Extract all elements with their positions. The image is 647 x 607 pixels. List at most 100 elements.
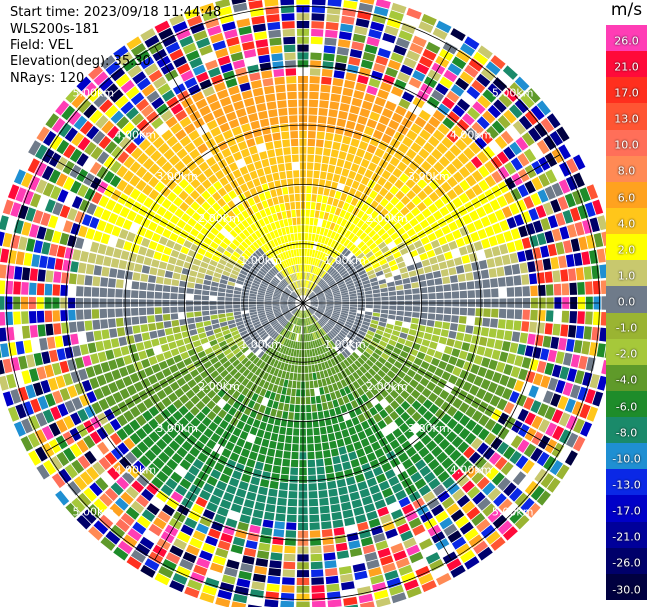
velocity-gate [314, 435, 321, 444]
velocity-gate [296, 349, 300, 357]
velocity-gate [254, 501, 265, 511]
velocity-gate [298, 357, 302, 365]
velocity-gate [395, 105, 407, 117]
velocity-gate [259, 388, 267, 397]
velocity-gate [265, 337, 273, 345]
velocity-gate [465, 272, 474, 281]
velocity-gate [575, 325, 585, 339]
velocity-gate [319, 426, 327, 435]
velocity-gate [410, 323, 418, 330]
velocity-gate [360, 393, 369, 403]
velocity-gate [247, 604, 262, 607]
velocity-gate [329, 408, 336, 417]
velocity-gate [201, 295, 209, 301]
velocity-gate [521, 459, 535, 474]
velocity-gate [428, 458, 440, 471]
velocity-gate [194, 283, 203, 290]
velocity-gate [366, 330, 375, 337]
velocity-gate [589, 373, 600, 389]
velocity-gate [229, 452, 240, 462]
velocity-gate [380, 352, 390, 361]
velocity-gate [577, 282, 585, 295]
velocity-gate [325, 276, 333, 283]
velocity-gate [412, 524, 426, 536]
velocity-gate [393, 445, 405, 456]
velocity-gate [374, 360, 384, 369]
velocity-gate [456, 474, 470, 487]
velocity-gate [169, 545, 184, 558]
velocity-gate [583, 326, 592, 340]
velocity-gate [395, 201, 405, 211]
velocity-gate [306, 272, 309, 280]
velocity-gate [433, 433, 445, 445]
velocity-gate [446, 130, 459, 143]
velocity-gate [494, 456, 508, 471]
velocity-gate [316, 292, 324, 297]
velocity-gate [292, 316, 297, 324]
velocity-gate [285, 162, 292, 171]
velocity-gate [269, 560, 282, 569]
velocity-gate [458, 316, 467, 324]
velocity-gate [13, 311, 21, 325]
velocity-gate [426, 154, 438, 166]
velocity-gate [123, 355, 133, 365]
velocity-gate [165, 478, 178, 490]
velocity-gate [433, 246, 443, 256]
velocity-gate [374, 403, 384, 413]
velocity-gate [273, 529, 285, 538]
velocity-gate [249, 170, 258, 180]
velocity-gate [100, 536, 116, 551]
velocity-gate [444, 150, 456, 162]
velocity-gate [188, 465, 200, 477]
velocity-gate [220, 532, 233, 543]
velocity-gate [317, 278, 323, 285]
velocity-gate [294, 193, 300, 202]
velocity-gate [311, 348, 316, 357]
velocity-gate [338, 283, 346, 288]
velocity-gate [443, 523, 458, 537]
velocity-gate [423, 122, 436, 135]
velocity-gate [344, 230, 352, 239]
velocity-gate [310, 306, 317, 310]
velocity-gate [209, 291, 218, 296]
velocity-gate [294, 341, 298, 349]
velocity-gate [540, 217, 551, 231]
velocity-gate [283, 561, 296, 570]
velocity-gate [0, 280, 6, 294]
velocity-gate [312, 186, 318, 194]
velocity-gate [193, 306, 202, 312]
velocity-gate [205, 535, 219, 547]
velocity-gate [303, 264, 306, 272]
velocity-gate [482, 391, 494, 404]
velocity-gate [209, 305, 217, 310]
velocity-gate [329, 319, 336, 325]
velocity-gate [110, 338, 120, 348]
velocity-gate [503, 191, 515, 205]
velocity-gate [312, 284, 317, 291]
velocity-gate [455, 455, 468, 468]
velocity-gate [345, 72, 357, 82]
velocity-gate [409, 379, 419, 389]
velocity-gate [263, 431, 272, 440]
velocity-gate [263, 85, 275, 95]
velocity-gate [435, 285, 444, 292]
velocity-gate [373, 305, 381, 309]
velocity-gate [321, 529, 333, 538]
velocity-gate [365, 216, 374, 226]
velocity-gate [478, 165, 490, 178]
velocity-gate [379, 555, 394, 566]
velocity-gate [446, 558, 462, 571]
velocity-gate [151, 496, 165, 509]
velocity-gate [308, 341, 312, 349]
velocity-gate [434, 198, 445, 209]
velocity-gate [222, 403, 232, 413]
velocity-gate [392, 428, 403, 438]
velocity-gate [210, 432, 221, 443]
velocity-gate [486, 258, 496, 268]
velocity-gate [404, 258, 414, 266]
velocity-gate [442, 117, 455, 130]
velocity-gate [419, 345, 428, 354]
velocity-gate [569, 311, 578, 324]
velocity-gate [153, 517, 167, 530]
velocity-gate [388, 259, 397, 267]
